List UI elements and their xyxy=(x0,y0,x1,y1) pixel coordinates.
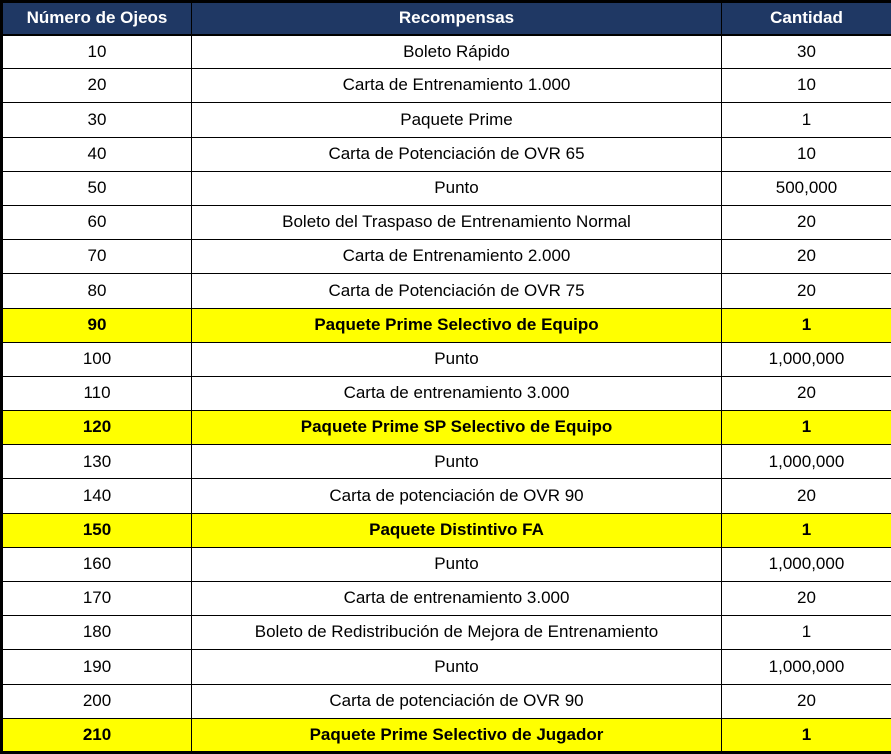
table-row-highlighted: 150 Paquete Distintivo FA 1 xyxy=(1,512,891,548)
table-row: 160 Punto 1,000,000 xyxy=(1,546,891,583)
cell-recompensa: Paquete Prime xyxy=(191,102,722,138)
cell-cantidad: 1 xyxy=(721,512,891,548)
cell-recompensa: Punto xyxy=(191,546,722,583)
table-row: 10 Boleto Rápido 30 xyxy=(1,33,891,70)
cell-cantidad: 20 xyxy=(721,204,891,241)
table-row-highlighted: 210 Paquete Prime Selectivo de Jugador 1 xyxy=(1,717,891,754)
cell-cantidad: 20 xyxy=(721,478,891,514)
table-row: 190 Punto 1,000,000 xyxy=(1,649,891,685)
cell-recompensa: Carta de Entrenamiento 2.000 xyxy=(191,239,722,275)
cell-recompensa: Boleto del Traspaso de Entrenamiento Nor… xyxy=(191,204,722,241)
cell-cantidad: 20 xyxy=(721,239,891,275)
cell-ojeos: 70 xyxy=(1,239,192,275)
cell-cantidad: 10 xyxy=(721,136,891,172)
cell-recompensa: Carta de potenciación de OVR 90 xyxy=(191,683,722,719)
table-row: 40 Carta de Potenciación de OVR 65 10 xyxy=(1,136,891,172)
column-header-recompensas: Recompensas xyxy=(191,1,722,36)
cell-ojeos: 60 xyxy=(1,204,192,241)
cell-cantidad: 500,000 xyxy=(721,170,891,206)
cell-cantidad: 1,000,000 xyxy=(721,341,891,377)
header-row: Número de Ojeos Recompensas Cantidad xyxy=(1,1,891,36)
table-row: 170 Carta de entrenamiento 3.000 20 xyxy=(1,580,891,617)
cell-ojeos: 200 xyxy=(1,683,192,719)
cell-cantidad: 20 xyxy=(721,273,891,309)
column-header-ojeos: Número de Ojeos xyxy=(1,1,192,36)
cell-recompensa: Punto xyxy=(191,444,722,480)
cell-ojeos: 50 xyxy=(1,170,192,206)
cell-recompensa: Boleto de Redistribución de Mejora de En… xyxy=(191,615,722,651)
cell-cantidad: 1 xyxy=(721,717,891,754)
table-row: 50 Punto 500,000 xyxy=(1,170,891,206)
cell-recompensa: Paquete Prime SP Selectivo de Equipo xyxy=(191,410,722,446)
cell-ojeos: 30 xyxy=(1,102,192,138)
cell-cantidad: 1,000,000 xyxy=(721,444,891,480)
cell-ojeos: 90 xyxy=(1,307,192,343)
cell-cantidad: 10 xyxy=(721,68,891,104)
cell-cantidad: 1 xyxy=(721,102,891,138)
cell-recompensa: Punto xyxy=(191,341,722,377)
cell-cantidad: 1,000,000 xyxy=(721,546,891,583)
cell-ojeos: 120 xyxy=(1,410,192,446)
cell-ojeos: 170 xyxy=(1,580,192,617)
cell-ojeos: 40 xyxy=(1,136,192,172)
cell-ojeos: 160 xyxy=(1,546,192,583)
cell-ojeos: 100 xyxy=(1,341,192,377)
cell-ojeos: 80 xyxy=(1,273,192,309)
table-row: 20 Carta de Entrenamiento 1.000 10 xyxy=(1,68,891,104)
cell-ojeos: 180 xyxy=(1,615,192,651)
cell-cantidad: 1 xyxy=(721,307,891,343)
table-row: 30 Paquete Prime 1 xyxy=(1,102,891,138)
cell-recompensa: Paquete Prime Selectivo de Jugador xyxy=(191,717,722,754)
table-row: 140 Carta de potenciación de OVR 90 20 xyxy=(1,478,891,514)
cell-ojeos: 20 xyxy=(1,68,192,104)
column-header-cantidad: Cantidad xyxy=(721,1,891,36)
cell-recompensa: Punto xyxy=(191,649,722,685)
cell-recompensa: Paquete Distintivo FA xyxy=(191,512,722,548)
cell-cantidad: 20 xyxy=(721,375,891,412)
cell-recompensa: Carta de potenciación de OVR 90 xyxy=(191,478,722,514)
table-row-highlighted: 90 Paquete Prime Selectivo de Equipo 1 xyxy=(1,307,891,343)
cell-recompensa: Punto xyxy=(191,170,722,206)
cell-ojeos: 140 xyxy=(1,478,192,514)
cell-recompensa: Paquete Prime Selectivo de Equipo xyxy=(191,307,722,343)
cell-recompensa: Boleto Rápido xyxy=(191,33,722,70)
cell-cantidad: 20 xyxy=(721,580,891,617)
table-row: 200 Carta de potenciación de OVR 90 20 xyxy=(1,683,891,719)
table-row: 180 Boleto de Redistribución de Mejora de… xyxy=(1,615,891,651)
cell-ojeos: 10 xyxy=(1,33,192,70)
table-row: 80 Carta de Potenciación de OVR 75 20 xyxy=(1,273,891,309)
table-row: 60 Boleto del Traspaso de Entrenamiento N… xyxy=(1,204,891,241)
table-row: 100 Punto 1,000,000 xyxy=(1,341,891,377)
cell-recompensa: Carta de Potenciación de OVR 75 xyxy=(191,273,722,309)
cell-recompensa: Carta de Entrenamiento 1.000 xyxy=(191,68,722,104)
cell-ojeos: 110 xyxy=(1,375,192,412)
cell-cantidad: 1,000,000 xyxy=(721,649,891,685)
cell-ojeos: 190 xyxy=(1,649,192,685)
table-row: 130 Punto 1,000,000 xyxy=(1,444,891,480)
cell-cantidad: 1 xyxy=(721,410,891,446)
table-row: 110 Carta de entrenamiento 3.000 20 xyxy=(1,375,891,412)
cell-ojeos: 130 xyxy=(1,444,192,480)
cell-cantidad: 20 xyxy=(721,683,891,719)
cell-recompensa: Carta de Potenciación de OVR 65 xyxy=(191,136,722,172)
cell-cantidad: 30 xyxy=(721,33,891,70)
cell-ojeos: 210 xyxy=(1,717,192,754)
cell-cantidad: 1 xyxy=(721,615,891,651)
cell-recompensa: Carta de entrenamiento 3.000 xyxy=(191,580,722,617)
table-body: 10 Boleto Rápido 30 20 Carta de Entrenamient… xyxy=(1,33,891,754)
cell-recompensa: Carta de entrenamiento 3.000 xyxy=(191,375,722,412)
cell-ojeos: 150 xyxy=(1,512,192,548)
table-row-highlighted: 120 Paquete Prime SP Selectivo de Equipo 1 xyxy=(1,410,891,446)
table-row: 70 Carta de Entrenamiento 2.000 20 xyxy=(1,239,891,275)
